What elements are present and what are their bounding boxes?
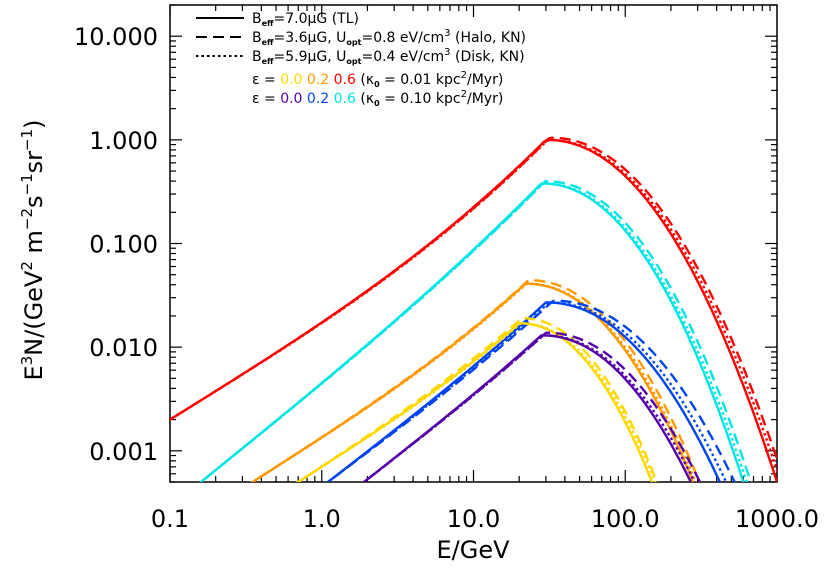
series-line-dashed — [250, 279, 701, 482]
series-line-dotted — [199, 182, 748, 482]
x-axis-title: E/GeV — [436, 536, 510, 564]
series-line-dotted — [362, 334, 696, 482]
y-axis-title: E3N/(GeV2 m−2s−1sr−1) — [18, 119, 48, 380]
y-tick-label: 0.001 — [89, 438, 158, 466]
y-tick-label: 0.100 — [89, 231, 158, 259]
series-line-solid — [250, 282, 695, 482]
series-line-dotted — [170, 138, 777, 475]
legend: Beff=7.0μG (TL)Beff=3.6μG, Uopt=0.8 eV/c… — [196, 11, 526, 108]
axis-ticks — [169, 4, 777, 483]
data-curves — [170, 136, 777, 482]
legend-epsilon-row: ε = 0.0 0.2 0.6 (κ0 = 0.01 kpc2/Myr) — [252, 70, 503, 89]
y-tick-label: 10.000 — [74, 23, 158, 51]
x-tick-label: 1000.0 — [735, 505, 819, 533]
series-line-dotted — [326, 301, 728, 482]
y-tick-label: 1.000 — [89, 127, 158, 155]
series-line-dashed — [199, 180, 753, 482]
series-line-solid — [170, 138, 777, 482]
legend-epsilon-row: ε = 0.0 0.2 0.6 (κ0 = 0.10 kpc2/Myr) — [252, 89, 503, 108]
legend-label: Beff=5.9μG, Uopt=0.4 eV/cm3 (Disk, KN) — [252, 47, 525, 66]
series-line-dashed — [362, 331, 702, 482]
series-line-dashed — [296, 317, 659, 482]
legend-label: Beff=7.0μG (TL) — [252, 11, 359, 28]
series-line-dashed — [170, 136, 777, 464]
series-line-solid — [199, 182, 745, 482]
x-tick-label: 100.0 — [591, 505, 660, 533]
legend-label: Beff=3.6μG, Uopt=0.8 eV/cm3 (Halo, KN) — [252, 28, 526, 47]
x-tick-label: 10.0 — [447, 505, 500, 533]
y-tick-label: 0.010 — [89, 334, 158, 362]
series-line-solid — [296, 322, 654, 482]
x-tick-label: 1.0 — [303, 505, 341, 533]
tick-labels: 0.1 1.0 10.0 100.0 1000.0 0.001 0.010 0.100 1.00… — [74, 23, 819, 533]
x-tick-label: 0.1 — [151, 505, 189, 533]
series-line-dotted — [295, 322, 657, 482]
svg-text:E3N/(GeV2 m−2s−1sr−1): E3N/(GeV2 m−2s−1sr−1) — [18, 119, 48, 380]
